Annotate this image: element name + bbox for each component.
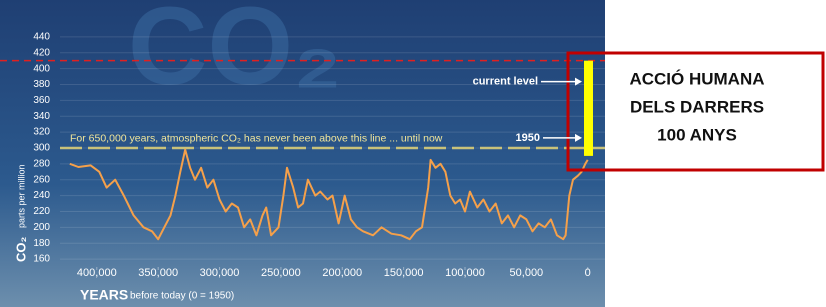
y-tick-label: 340 — [33, 111, 50, 122]
y-tick-label: 220 — [33, 206, 50, 217]
chart: CO₂ YEARS before today (0 = 1950) CO₂ pa… — [0, 0, 826, 307]
annotation: For 650,000 years, atmospheric CO₂ has n… — [70, 133, 443, 145]
callout-text: DELS DARRERS — [630, 97, 764, 116]
y-tick-label: 400 — [33, 63, 50, 74]
x-label: YEARS — [80, 287, 128, 303]
y-tick-label: 360 — [33, 95, 50, 106]
y-label-main: CO₂ — [13, 237, 28, 263]
y-tick-label: 180 — [33, 238, 50, 249]
watermark: CO₂ — [128, 0, 342, 108]
y-tick-label: 280 — [33, 158, 50, 169]
y-tick-label: 440 — [33, 32, 50, 43]
x-tick-label: 400,000 — [77, 267, 117, 279]
x-tick-label: 250,000 — [261, 267, 301, 279]
y-tick-label: 240 — [33, 190, 50, 201]
y-tick-label: 160 — [33, 254, 50, 265]
x-tick-label: 300,000 — [200, 267, 240, 279]
x-label-note: before today (0 = 1950) — [130, 291, 234, 302]
y-tick-label: 200 — [33, 222, 50, 233]
y-tick-label: 420 — [33, 47, 50, 58]
x-tick-label: 350,000 — [138, 267, 178, 279]
highlight-bar — [584, 61, 593, 156]
x-tick-label: 50,000 — [510, 267, 544, 279]
level-1950-label: 1950 — [516, 132, 540, 144]
callout-text: 100 ANYS — [657, 125, 737, 144]
x-tick-label: 200,000 — [322, 267, 362, 279]
y-label: parts per million — [16, 164, 26, 228]
callout-text: ACCIÓ HUMANA — [629, 69, 764, 88]
y-tick-label: 320 — [33, 127, 50, 138]
x-tick-label: 150,000 — [384, 267, 424, 279]
y-tick-label: 260 — [33, 174, 50, 185]
y-tick-label: 300 — [33, 143, 50, 154]
x-tick-label: 100,000 — [445, 267, 485, 279]
current-level-label: current level — [473, 76, 538, 88]
y-tick-label: 380 — [33, 79, 50, 90]
x-tick-label: 0 — [585, 267, 591, 279]
